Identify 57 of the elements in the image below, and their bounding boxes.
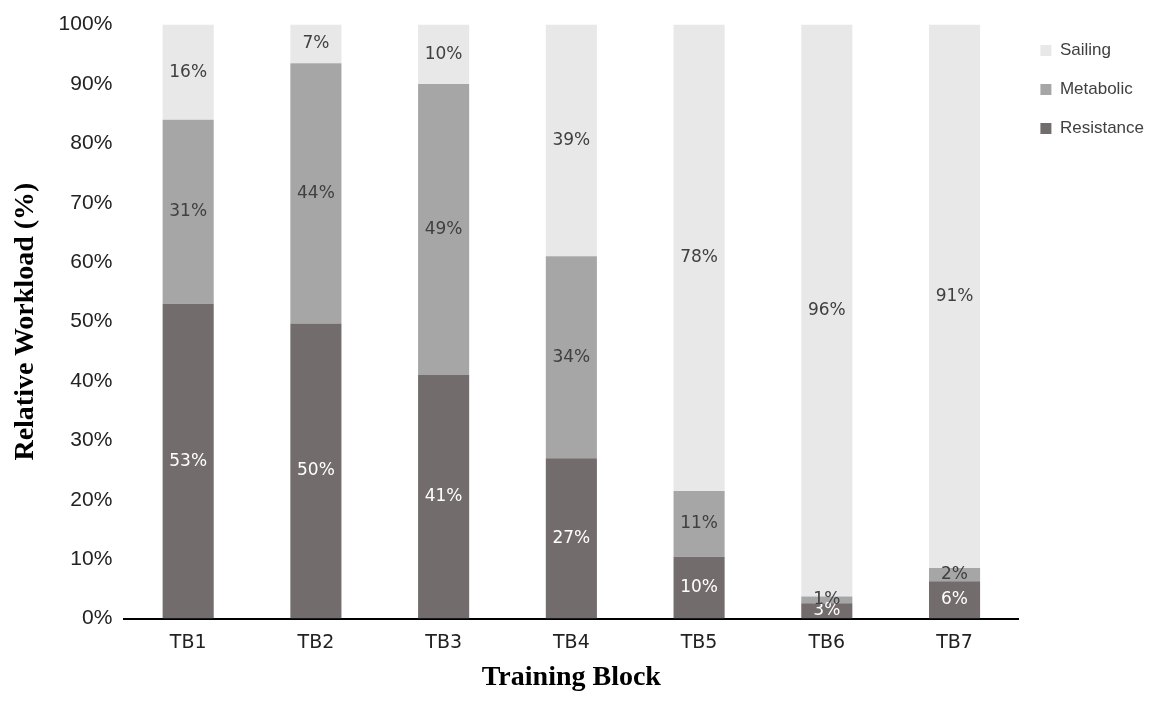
bar bbox=[545, 24, 597, 257]
bar bbox=[673, 24, 725, 491]
bar bbox=[290, 323, 342, 619]
x-tick-label: TB5 bbox=[679, 629, 718, 652]
data-label: 7% bbox=[302, 32, 330, 53]
bar bbox=[673, 556, 725, 619]
bar bbox=[162, 24, 214, 120]
data-label: 53% bbox=[169, 449, 208, 470]
bar bbox=[545, 458, 597, 619]
y-tick-label: 100% bbox=[58, 11, 113, 35]
bar bbox=[290, 24, 342, 64]
x-axis-title: Training Block bbox=[481, 660, 662, 692]
legend-label: Resistance bbox=[1059, 118, 1145, 138]
legend-label: Sailing bbox=[1059, 40, 1111, 60]
data-label: 50% bbox=[297, 459, 335, 480]
data-label: 44% bbox=[297, 181, 335, 202]
data-label: 6% bbox=[941, 588, 969, 609]
y-tick-label: 10% bbox=[70, 546, 113, 569]
bar bbox=[418, 24, 470, 84]
y-tick-label: 0% bbox=[81, 605, 113, 629]
bar bbox=[418, 375, 470, 619]
data-label: 2% bbox=[941, 563, 969, 584]
y-tick-label: 60% bbox=[70, 249, 113, 272]
x-tick-label: TB2 bbox=[296, 629, 335, 652]
data-label: 16% bbox=[169, 60, 208, 81]
bar bbox=[673, 490, 725, 557]
y-axis-title: Relative Workload (%) bbox=[8, 182, 40, 461]
x-tick-label: TB6 bbox=[807, 629, 846, 652]
y-tick-label: 90% bbox=[70, 70, 113, 94]
x-tick-label: TB7 bbox=[935, 629, 973, 652]
bar bbox=[290, 63, 342, 324]
y-tick-label: 30% bbox=[70, 427, 113, 451]
data-label: 91% bbox=[935, 284, 974, 305]
bar bbox=[162, 119, 214, 304]
data-label: 49% bbox=[424, 217, 463, 238]
x-tick-label: TB1 bbox=[168, 629, 207, 652]
data-label: 27% bbox=[552, 526, 591, 547]
bar bbox=[162, 303, 214, 619]
data-label: 96% bbox=[807, 299, 846, 320]
x-tick-label: TB4 bbox=[551, 629, 590, 652]
y-tick-label: 50% bbox=[70, 308, 113, 332]
bar bbox=[418, 84, 470, 376]
data-label: 31% bbox=[169, 200, 208, 221]
data-label: 34% bbox=[552, 345, 591, 366]
y-tick-label: 70% bbox=[70, 189, 113, 213]
data-label: 39% bbox=[552, 128, 591, 149]
data-label: 10% bbox=[680, 576, 718, 597]
data-label: 10% bbox=[424, 42, 463, 63]
data-label: 11% bbox=[680, 512, 718, 533]
y-tick-label: 40% bbox=[70, 367, 113, 391]
bar bbox=[545, 256, 597, 459]
data-label: 78% bbox=[680, 246, 718, 267]
x-tick-label: TB3 bbox=[424, 629, 462, 652]
legend-label: Metabolic bbox=[1059, 79, 1134, 99]
y-tick-label: 20% bbox=[70, 486, 113, 510]
y-tick-label: 80% bbox=[70, 130, 113, 154]
data-label: 41% bbox=[424, 485, 463, 506]
